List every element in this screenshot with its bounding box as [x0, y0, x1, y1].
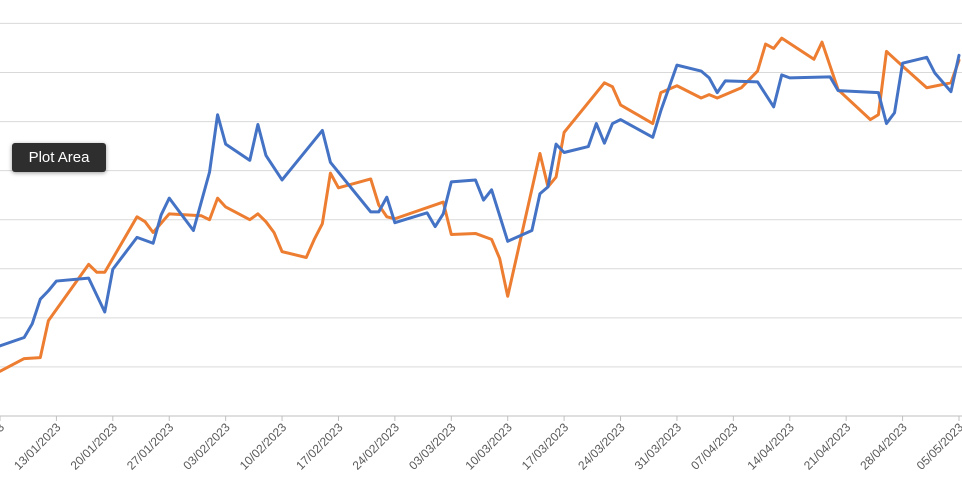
x-tick-label: 10/02/2023 — [237, 420, 290, 473]
x-tick-label: 05/05/2023 — [914, 420, 962, 473]
x-tick-label: 20/01/2023 — [68, 420, 121, 473]
x-tick-label: 17/02/2023 — [293, 420, 346, 473]
x-tick-label: 07/04/2023 — [688, 420, 741, 473]
series-line — [0, 53, 961, 348]
x-tick-label: 06/01/2023 — [0, 420, 7, 473]
tooltip: Plot Area — [12, 143, 106, 172]
x-tick-label: 17/03/2023 — [519, 420, 572, 473]
x-tick-label: 27/01/2023 — [124, 420, 177, 473]
x-tick-label: 13/01/2023 — [11, 420, 64, 473]
x-tick-label: 14/04/2023 — [745, 420, 798, 473]
x-tick-label: 24/03/2023 — [575, 420, 628, 473]
x-tick-label: 28/04/2023 — [857, 420, 910, 473]
series-line — [0, 36, 961, 373]
x-tick-label: 31/03/2023 — [632, 420, 685, 473]
x-tick-label: 24/02/2023 — [350, 420, 403, 473]
x-tick-label: 03/02/2023 — [180, 420, 233, 473]
x-tick-label: 10/03/2023 — [462, 420, 515, 473]
x-tick-label: 03/03/2023 — [406, 420, 459, 473]
x-tick-label: 21/04/2023 — [801, 420, 854, 473]
